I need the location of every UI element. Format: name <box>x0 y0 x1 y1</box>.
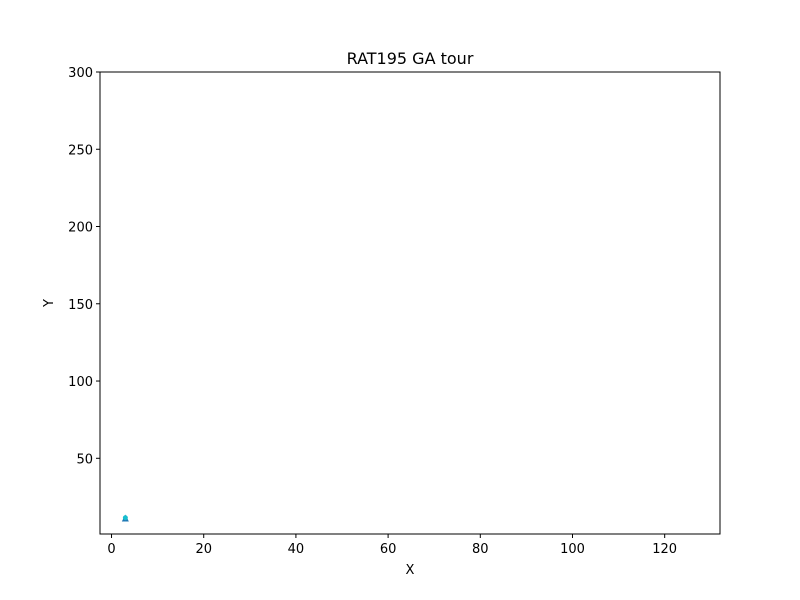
plot-area <box>121 514 129 522</box>
y-tick-label: 250 <box>68 143 93 158</box>
x-tick-label: 40 <box>288 542 305 557</box>
chart-title: RAT195 GA tour <box>347 49 474 68</box>
x-tick-label: 120 <box>652 542 677 557</box>
y-axis: 50 100 150 200 250 300 <box>68 66 100 467</box>
plot-frame <box>99 71 721 535</box>
x-tick-label: 0 <box>107 542 115 557</box>
x-axis: 0 20 40 60 80 100 120 <box>107 534 677 557</box>
y-tick-label: 300 <box>68 66 93 81</box>
x-tick-label: 80 <box>472 542 489 557</box>
x-tick-label: 60 <box>380 542 397 557</box>
x-tick-label: 100 <box>560 542 585 557</box>
y-tick-label: 150 <box>68 298 93 313</box>
y-axis-label: Y <box>42 299 57 308</box>
y-tick-label: 100 <box>68 375 93 390</box>
x-axis-label: X <box>406 563 415 578</box>
data-point-dot <box>122 515 128 521</box>
y-tick-label: 200 <box>68 221 93 236</box>
y-tick-label: 50 <box>76 452 93 467</box>
x-tick-label: 20 <box>195 542 212 557</box>
